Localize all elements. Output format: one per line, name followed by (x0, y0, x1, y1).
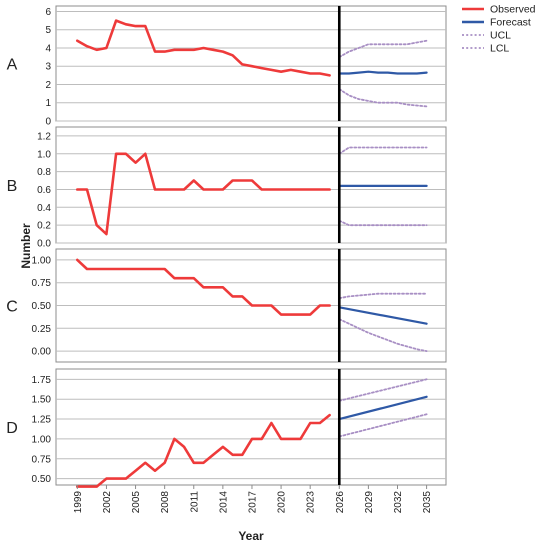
y-tick-label: 0.6 (37, 185, 51, 196)
ucl-series-line (338, 292, 428, 300)
y-tick-label: 0.75 (32, 454, 52, 465)
y-tick-label: 0.25 (32, 324, 52, 335)
x-tick-label: 2035 (422, 491, 433, 514)
panel-frame (55, 368, 447, 486)
y-axis-title: Number (19, 223, 33, 269)
y-tick-label: 0.8 (37, 167, 51, 178)
y-tick-label: 0.4 (37, 203, 51, 214)
legend-label-observed: Observed (490, 4, 536, 16)
observed-series-line (76, 413, 331, 488)
y-tick-label: 0 (45, 117, 51, 128)
panel-label: D (6, 420, 18, 437)
x-tick-label: 2026 (335, 491, 346, 514)
y-tick-label: 0.2 (37, 221, 51, 232)
panel-label: B (7, 178, 18, 195)
x-axis-title: Year (238, 529, 264, 543)
y-tick-label: 1 (45, 98, 51, 109)
x-tick-label: 2008 (160, 491, 171, 514)
x-tick-label: 2032 (393, 491, 404, 514)
lcl-series-line (338, 219, 428, 227)
x-tick-label: 2014 (218, 491, 229, 514)
y-tick-label: 0.0 (37, 239, 51, 250)
y-tick-label: 6 (45, 7, 51, 18)
lcl-series-line (338, 88, 428, 108)
forecast-series-line (338, 70, 428, 75)
ucl-series-line (338, 39, 428, 58)
x-tick-label: 2020 (277, 491, 288, 514)
y-tick-label: 1.50 (32, 395, 52, 406)
y-tick-label: 2 (45, 80, 51, 91)
y-tick-label: 0.50 (32, 301, 52, 312)
ucl-series-line (338, 146, 428, 155)
observed-series-line (76, 258, 331, 316)
y-tick-label: 0.00 (32, 347, 52, 358)
x-tick-label: 2029 (364, 491, 375, 514)
x-tick-label: 2011 (189, 491, 200, 513)
legend-label-ucl: UCL (490, 30, 511, 42)
y-tick-label: 0.50 (32, 474, 52, 485)
y-tick-label: 5 (45, 25, 51, 36)
observed-series-line (76, 152, 331, 236)
x-tick-label: 2023 (306, 491, 317, 514)
lcl-series-line (338, 318, 428, 353)
x-tick-label: 1999 (73, 491, 84, 514)
y-tick-label: 1.00 (32, 434, 52, 445)
legend-label-forecast: Forecast (490, 17, 531, 29)
y-tick-label: 1.00 (32, 255, 52, 266)
y-tick-label: 0.75 (32, 278, 52, 289)
observed-series-line (76, 19, 331, 77)
y-tick-label: 1.75 (32, 375, 52, 386)
forecast-series-line (338, 306, 428, 325)
panel-label: A (7, 57, 18, 74)
y-tick-label: 1.2 (37, 131, 51, 142)
ucl-series-line (338, 378, 428, 402)
forecast-series-line (338, 395, 428, 421)
x-tick-label: 2017 (247, 491, 258, 514)
y-tick-label: 1.0 (37, 149, 51, 160)
legend-label-lcl: LCL (490, 43, 509, 55)
lcl-series-line (338, 413, 428, 438)
y-tick-label: 3 (45, 62, 51, 73)
x-tick-label: 2002 (102, 491, 113, 514)
panel-label: C (6, 299, 18, 316)
y-tick-label: 1.25 (32, 415, 52, 426)
x-tick-label: 2005 (131, 491, 142, 514)
y-tick-label: 4 (45, 43, 51, 54)
